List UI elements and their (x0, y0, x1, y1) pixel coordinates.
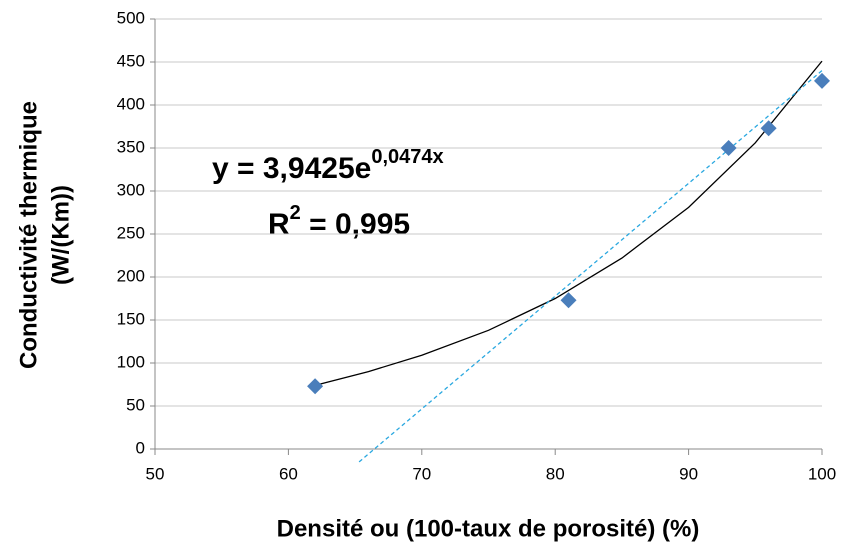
trendline (358, 70, 823, 463)
y-tick-label: 400 (117, 94, 145, 113)
y-tick-label: 150 (117, 309, 145, 328)
y-tick-label: 350 (117, 137, 145, 156)
r-squared: R2 = 0,995 (268, 202, 410, 241)
x-tick-label: 100 (808, 464, 836, 483)
y-axis-label-line: (W/(Km)) (47, 185, 74, 285)
y-axis-label-line: Conductivité thermique (15, 101, 42, 369)
x-axis-label: Densité ou (100-taux de porosité) (%) (277, 515, 700, 542)
x-tick-label: 80 (546, 464, 565, 483)
r-squared-value: = 0,995 (301, 208, 410, 241)
trendline (314, 60, 823, 386)
r-squared-base: R (268, 208, 290, 241)
x-tick-label: 90 (679, 464, 698, 483)
point (307, 378, 324, 395)
y-tick-label: 100 (117, 352, 145, 371)
x-tick-label: 70 (412, 464, 431, 483)
y-tick-label: 50 (126, 395, 145, 414)
x-tick-label: 50 (146, 464, 165, 483)
x-tick-label: 60 (279, 464, 298, 483)
point (560, 292, 577, 309)
r-squared-exponent: 2 (290, 202, 301, 224)
point (814, 72, 830, 89)
equation: y = 3,9425e0,0474x (212, 146, 444, 185)
y-tick-label: 450 (117, 51, 145, 70)
y-tick-label: 0 (136, 438, 145, 457)
equation-base: y = 3,9425e (212, 152, 371, 185)
y-tick-label: 300 (117, 180, 145, 199)
y-tick-label: 250 (117, 223, 145, 242)
y-tick-label: 500 (117, 8, 145, 27)
point (760, 120, 777, 137)
point (720, 140, 737, 156)
y-tick-label: 200 (117, 266, 145, 285)
equation-exponent: 0,0474x (371, 146, 443, 168)
y-axis-label: Conductivité thermique (W/(Km)) (15, 101, 74, 369)
